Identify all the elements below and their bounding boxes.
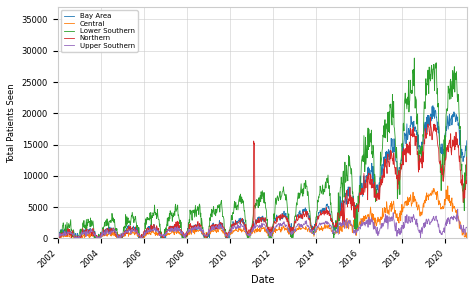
Y-axis label: Total Patients Seen: Total Patients Seen	[7, 83, 16, 163]
Line: Upper Southern: Upper Southern	[58, 209, 467, 239]
Line: Northern: Northern	[58, 117, 467, 239]
Line: Lower Southern: Lower Southern	[58, 58, 467, 239]
X-axis label: Date: Date	[251, 275, 274, 285]
Legend: Bay Area, Central, Lower Southern, Northern, Upper Southern: Bay Area, Central, Lower Southern, North…	[61, 11, 138, 51]
Line: Bay Area: Bay Area	[58, 106, 467, 239]
Line: Central: Central	[58, 186, 467, 239]
